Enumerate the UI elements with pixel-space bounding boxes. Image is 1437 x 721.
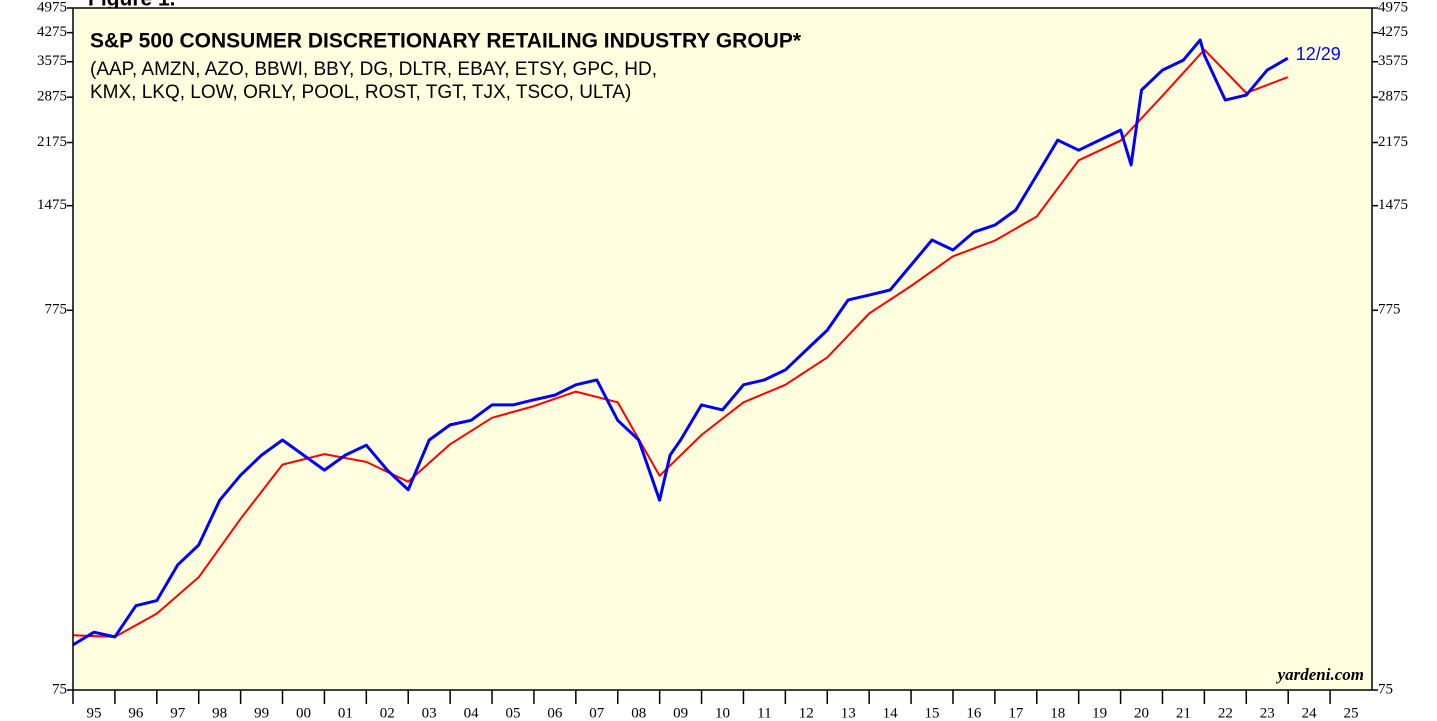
- annotation: 12/29: [1296, 44, 1341, 64]
- x-tick-label: 12: [799, 705, 814, 721]
- x-tick-label: 19: [1092, 705, 1107, 721]
- chart-title: S&P 500 CONSUMER DISCRETIONARY RETAILING…: [90, 30, 802, 53]
- y2-tick-label: 2875: [1378, 89, 1408, 105]
- x-tick-label: 13: [841, 705, 856, 721]
- x-tick-label: 17: [1008, 705, 1024, 721]
- subtitle: (AAP, AMZN, AZO, BBWI, BBY, DG, DLTR, EB…: [90, 59, 657, 80]
- data-line: [72, 38, 1289, 647]
- subtitle: KMX, LKQ, LOW, ORLY, POOL, ROST, TGT, TJ…: [90, 82, 631, 103]
- x-tick-label: 25: [1344, 705, 1359, 721]
- y2-tick-label: 775: [1378, 302, 1401, 318]
- x-tick-label: 11: [757, 705, 771, 721]
- y-tick-label: 775: [45, 302, 68, 318]
- x-tick-label: 98: [212, 705, 227, 721]
- x-tick-label: 22: [1218, 705, 1233, 721]
- y2-tick-label: 4975: [1378, 0, 1408, 15]
- x-tick-label: 01: [338, 705, 353, 721]
- x-tick-label: 09: [673, 705, 688, 721]
- y-tick-label: 75: [52, 681, 67, 697]
- y-tick-label: 2175: [37, 134, 67, 150]
- x-tick-label: 16: [966, 705, 982, 721]
- plot-area: [73, 8, 1372, 690]
- y-tick-label: 1475: [37, 197, 67, 213]
- x-tick-label: 96: [128, 705, 144, 721]
- plot-border: [72, 7, 1373, 691]
- x-tick-label: 08: [631, 705, 646, 721]
- x-tick-label: 24: [1302, 705, 1318, 721]
- y-tick-label: 4975: [37, 0, 67, 15]
- y-tick-label: 3575: [37, 53, 67, 69]
- y2-tick-label: 1475: [1378, 197, 1408, 213]
- x-tick-label: 00: [296, 705, 311, 721]
- x-tick-label: 04: [464, 705, 480, 721]
- x-tick-label: 20: [1134, 705, 1149, 721]
- y2-tick-label: 4275: [1378, 24, 1408, 40]
- x-tick-label: 05: [505, 705, 520, 721]
- figure-label: Figure 1.: [88, 0, 176, 11]
- x-tick-label: 02: [380, 705, 395, 721]
- x-tick-label: 23: [1260, 705, 1275, 721]
- x-tick-label: 03: [422, 705, 437, 721]
- y2-tick-label: 2175: [1378, 134, 1408, 150]
- y-tick-label: 2875: [37, 89, 67, 105]
- y2-tick-label: 3575: [1378, 53, 1408, 69]
- source: yardeni.com: [1276, 665, 1364, 684]
- x-tick-label: 14: [883, 705, 899, 721]
- data-line: [72, 48, 1289, 638]
- x-tick-label: 07: [589, 705, 605, 721]
- x-tick-label: 15: [925, 705, 940, 721]
- x-tick-label: 18: [1050, 705, 1065, 721]
- x-tick-label: 06: [547, 705, 563, 721]
- x-tick-label: 10: [715, 705, 730, 721]
- y-tick-label: 4275: [37, 24, 67, 40]
- x-tick-label: 21: [1176, 705, 1191, 721]
- y2-tick-label: 75: [1378, 681, 1393, 697]
- x-tick-label: 99: [254, 705, 269, 721]
- x-tick-label: 97: [170, 705, 186, 721]
- x-tick-label: 95: [86, 705, 101, 721]
